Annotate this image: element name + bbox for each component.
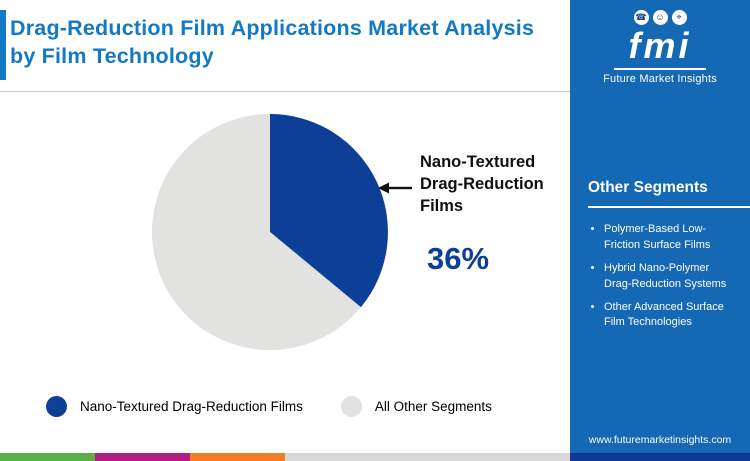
header-accent-bar [0, 10, 6, 80]
legend-dot-primary [46, 396, 67, 417]
callout-label: Nano-Textured Drag-Reduction Films [420, 153, 544, 215]
callout-arrow-icon [378, 181, 412, 195]
logo-icons: ☎ ☺ ⌖ [570, 10, 750, 25]
strip-segment-magenta [95, 453, 190, 461]
fmi-logo: ☎ ☺ ⌖ fmi Future Market Insights [570, 10, 750, 85]
legend-label: All Other Segments [374, 399, 492, 414]
legend-item: All Other Segments [340, 396, 492, 417]
footer-strip [0, 453, 750, 461]
strip-segment-green [0, 453, 95, 461]
person-icon: ☺ [652, 10, 668, 25]
legend-item: Nano-Textured Drag-Reduction Films [46, 396, 303, 417]
list-item: Other Advanced Surface Film Technologies [604, 300, 750, 332]
legend-dot-secondary [340, 396, 362, 417]
logo-monogram: fmi [628, 25, 692, 66]
location-icon: ⌖ [671, 10, 687, 25]
list-item: Hybrid Nano-Polymer Drag-Reduction Syste… [604, 261, 750, 293]
strip-segment-orange [190, 453, 285, 461]
logo-divider [614, 67, 706, 70]
sidebar-heading: Other Segments [588, 179, 750, 208]
pie-chart [150, 112, 390, 352]
phone-icon: ☎ [633, 10, 649, 25]
sidebar-segment-list: Polymer-Based Low-Friction Surface Films… [570, 222, 750, 332]
chart-legend: Nano-Textured Drag-Reduction Films All O… [46, 396, 561, 417]
sidebar: ☎ ☺ ⌖ fmi Future Market Insights Other S… [570, 0, 750, 461]
legend-label: Nano-Textured Drag-Reduction Films [80, 399, 303, 414]
page-title: Drag-Reduction Film Applications Market … [10, 16, 535, 68]
header-divider [0, 91, 570, 92]
logo-name: Future Market Insights [603, 72, 717, 85]
callout-value: 36% [427, 241, 490, 276]
strip-segment-gray [285, 453, 570, 461]
list-item: Polymer-Based Low-Friction Surface Films [604, 222, 750, 254]
website-link[interactable]: www.futuremarketinsights.com [588, 434, 732, 446]
strip-segment-navy [570, 453, 750, 461]
